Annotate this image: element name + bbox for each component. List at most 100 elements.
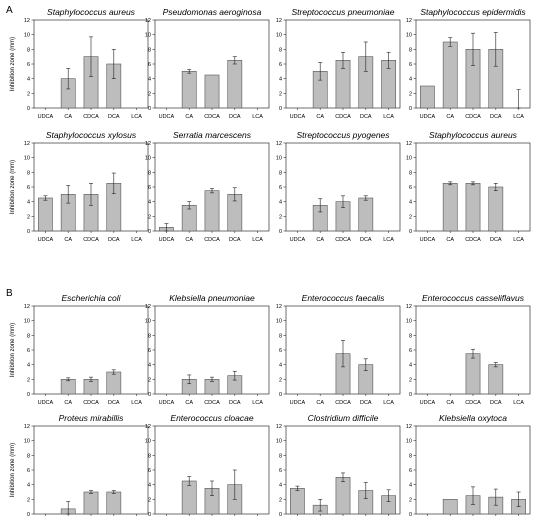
chart-13: Enterococcus cloacae024681012UDCACACDCAD… — [145, 413, 270, 516]
chart-8: Escherichia coli 0 2 4 6 8 10 12 Inhibition zone… — [10, 293, 149, 406]
x-tick-label: DCA — [229, 400, 241, 406]
y-tick-label: 0 — [279, 229, 282, 235]
x-tick-label: DCA — [490, 114, 502, 120]
y-tick-label: 12 — [145, 424, 151, 430]
y-tick-label: 8 — [279, 47, 282, 53]
x-tick-label: CA — [64, 114, 72, 120]
x-tick-label: LCA — [252, 237, 263, 243]
y-tick-label: 10 — [276, 439, 282, 445]
y-tick-label: 4 — [27, 200, 30, 206]
y-tick-label: 10 — [276, 156, 282, 162]
chart-title: Streptococcus pyogenes — [296, 130, 390, 140]
y-tick-label: 2 — [279, 377, 282, 383]
y-tick-label: 2 — [279, 91, 282, 97]
chart-title: Enterococcus faecalis — [302, 293, 385, 303]
y-tick-label: 2 — [279, 497, 282, 503]
x-tick-label: DCA — [108, 400, 120, 406]
y-tick-label: 4 — [27, 363, 30, 369]
bar — [106, 371, 122, 395]
x-tick-label: CDCA — [335, 400, 351, 406]
x-tick-label: DCA — [229, 237, 241, 243]
y-axis-label: Inhibition zone (mm) — [10, 160, 16, 214]
y-tick-label: 12 — [406, 141, 412, 147]
y-tick-label: 0 — [27, 106, 30, 112]
y-tick-label: 4 — [409, 363, 412, 369]
y-tick-label: 8 — [27, 47, 30, 53]
x-tick-label: DCA — [490, 400, 502, 406]
chart-0: Staphylococcus aureus 0 2 4 6 8 10 12 Inhibition… — [10, 7, 149, 120]
y-tick-label: 6 — [409, 62, 412, 68]
y-tick-label: 10 — [145, 156, 151, 162]
bar — [204, 190, 220, 232]
bar — [290, 488, 305, 515]
y-tick-label: 12 — [145, 141, 151, 147]
chart-7: Staphylococcus aureus 0 2 4 6 8 10 12 UDCA CA CDCA… — [406, 130, 531, 243]
y-tick-label: 4 — [148, 483, 151, 489]
chart-2: Streptococcus pneumoniae 0 2 4 6 8 10 12 UDCA CA C… — [276, 7, 401, 120]
y-tick-label: 4 — [27, 77, 30, 83]
bar — [442, 183, 458, 232]
y-tick-label: 4 — [409, 200, 412, 206]
y-tick-label: 6 — [148, 185, 151, 191]
y-tick-label: 4 — [279, 363, 282, 369]
y-tick-label: 8 — [409, 47, 412, 53]
x-tick-label: DCA — [229, 114, 241, 120]
x-tick-label: CDCA — [83, 400, 99, 406]
chart-title: Clostridium difficile — [308, 413, 379, 423]
x-tick-label: DCA — [360, 237, 372, 243]
y-tick-label: 4 — [148, 363, 151, 369]
chart-4: Staphylococcus xylosus 0 2 4 6 8 10 12 Inhibitio… — [10, 130, 149, 243]
bar — [420, 85, 435, 109]
y-tick-label: 6 — [279, 468, 282, 474]
chart-title: Escherichia coli — [61, 293, 121, 303]
panel-label-a: A — [6, 5, 13, 16]
x-tick-label: CDCA — [465, 400, 481, 406]
y-tick-label: 6 — [409, 468, 412, 474]
y-tick-label: 4 — [409, 77, 412, 83]
x-tick-label: LCA — [383, 237, 394, 243]
y-axis-label: Inhibition zone (mm) — [10, 323, 16, 377]
bar — [60, 379, 76, 395]
y-tick-label: 2 — [409, 377, 412, 383]
chart-5: Serratia marcescens 0 2 4 6 8 10 12 UDCA CA CDCA DC… — [145, 130, 270, 243]
y-tick-label: 8 — [148, 333, 151, 339]
y-tick-label: 2 — [279, 214, 282, 220]
x-tick-label: UDCA — [420, 237, 436, 243]
y-tick-label: 8 — [27, 453, 30, 459]
x-tick-label: CDCA — [465, 114, 481, 120]
x-tick-label: CA — [185, 114, 193, 120]
y-tick-label: 2 — [148, 497, 151, 503]
x-tick-label: LCA — [513, 400, 524, 406]
x-tick-label: CDCA — [335, 114, 351, 120]
x-tick-label: UDCA — [159, 400, 175, 406]
y-tick-label: 10 — [406, 33, 412, 39]
bar — [38, 197, 53, 232]
chart-title: Pseudomonas aeroginosa — [163, 7, 262, 17]
x-tick-label: DCA — [360, 114, 372, 120]
y-tick-label: 2 — [27, 91, 30, 97]
x-tick-label: CDCA — [204, 237, 220, 243]
y-tick-label: 2 — [27, 497, 30, 503]
y-tick-label: 10 — [24, 319, 30, 325]
y-tick-label: 2 — [409, 91, 412, 97]
y-tick-label: 8 — [27, 333, 30, 339]
y-tick-label: 6 — [148, 62, 151, 68]
y-tick-label: 10 — [24, 33, 30, 39]
x-tick-label: UDCA — [290, 237, 306, 243]
chart-10: Enterococcus faecalis 0 2 4 6 8 10 12 UDCA CA CDCA… — [276, 293, 401, 406]
y-tick-label: 8 — [279, 333, 282, 339]
y-tick-label: 4 — [148, 200, 151, 206]
y-tick-label: 2 — [27, 377, 30, 383]
chart-3: Staphylococcus epidermidis 0 2 4 6 8 10 12 UDCA C… — [406, 7, 531, 120]
chart-11: Enterococcus casseliflavus 0 2 4 6 8 10 12 UDCA C… — [406, 293, 531, 406]
y-tick-label: 10 — [276, 319, 282, 325]
y-tick-label: 8 — [409, 453, 412, 459]
y-tick-label: 4 — [409, 483, 412, 489]
bar — [181, 71, 197, 109]
y-tick-label: 6 — [27, 185, 30, 191]
x-tick-label: UDCA — [420, 400, 436, 406]
charts-container: Staphylococcus aureus 0 2 4 6 8 10 12 Inhibition… — [10, 7, 531, 516]
y-tick-label: 6 — [148, 348, 151, 354]
x-tick-label: DCA — [360, 400, 372, 406]
